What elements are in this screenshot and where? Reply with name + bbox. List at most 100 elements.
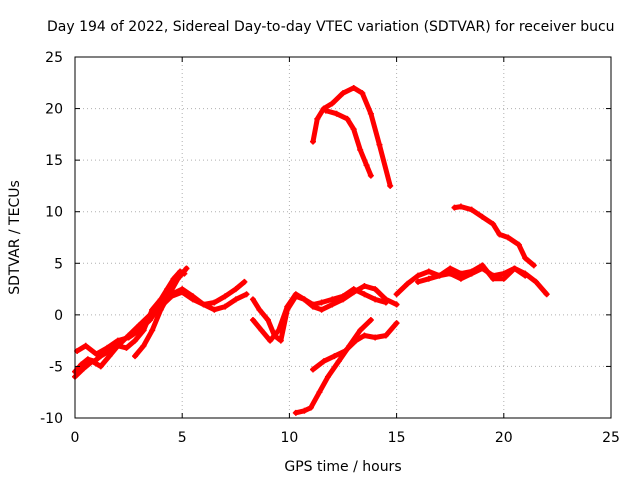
x-tick-label: 15	[388, 430, 406, 446]
data-point	[530, 262, 537, 269]
data-point	[114, 342, 121, 349]
data-point	[357, 327, 364, 334]
data-point	[322, 107, 329, 114]
data-point	[125, 334, 132, 341]
y-tick-label: 0	[54, 308, 63, 324]
data-point	[359, 90, 366, 97]
data-point	[367, 172, 374, 179]
data-point	[352, 337, 359, 344]
data-point	[318, 306, 325, 313]
data-point	[157, 306, 164, 313]
data-point	[340, 293, 346, 300]
data-point	[479, 213, 486, 220]
data-point	[243, 291, 250, 298]
data-point	[89, 358, 96, 365]
data-point	[329, 100, 336, 107]
data-point	[314, 115, 321, 122]
x-tick-label: 5	[178, 430, 187, 446]
data-point	[372, 334, 379, 341]
data-point	[318, 299, 325, 306]
data-point	[316, 389, 323, 396]
data-point	[284, 303, 291, 310]
data-point	[447, 265, 454, 272]
data-point	[123, 344, 130, 351]
data-point	[132, 353, 139, 360]
data-point	[393, 291, 400, 298]
data-point	[522, 272, 529, 279]
data-point	[166, 291, 173, 298]
data-point	[329, 296, 336, 303]
data-point	[357, 146, 364, 153]
data-point	[382, 332, 389, 339]
data-point	[232, 296, 239, 303]
data-point	[132, 337, 139, 344]
data-point	[425, 275, 432, 282]
data-point	[179, 286, 186, 293]
y-tick-label: 5	[54, 256, 63, 272]
data-point	[147, 317, 154, 324]
data-points	[72, 84, 550, 416]
data-point	[292, 291, 299, 298]
data-point	[84, 356, 91, 363]
data-point	[222, 303, 229, 310]
data-point	[457, 203, 464, 210]
data-point	[97, 363, 104, 370]
data-point	[258, 327, 265, 334]
series-track-g	[310, 85, 393, 189]
data-point	[174, 275, 181, 282]
data-point	[468, 270, 475, 277]
data-point	[522, 255, 529, 262]
data-point	[136, 327, 143, 334]
x-tick-label: 20	[495, 430, 513, 446]
data-point	[301, 407, 308, 414]
data-point	[189, 293, 196, 300]
data-point	[457, 275, 464, 282]
data-point	[500, 275, 507, 282]
data-point	[324, 373, 331, 380]
data-point	[149, 327, 156, 334]
x-axis-label: GPS time / hours	[284, 459, 401, 475]
data-point	[393, 301, 400, 308]
data-point	[241, 278, 248, 285]
series-track-m	[452, 204, 537, 268]
data-point	[436, 272, 443, 279]
data-point	[275, 327, 282, 334]
data-point	[309, 366, 316, 373]
data-point	[333, 110, 340, 117]
y-axis-label: SDTVAR / TECUs	[7, 180, 23, 295]
plot-frame	[74, 56, 612, 419]
data-point	[183, 265, 190, 272]
axis-ticks: 0 5 10 15 20 25 -10 -5 0 5 10 15 20 25	[40, 50, 620, 446]
data-point	[382, 299, 389, 306]
data-point	[114, 337, 121, 344]
data-point	[393, 320, 400, 327]
data-point	[447, 270, 454, 277]
data-point	[211, 306, 218, 313]
x-tick-label: 25	[602, 430, 620, 446]
y-tick-label: -5	[49, 359, 63, 375]
data-point	[496, 231, 503, 238]
data-point	[342, 347, 349, 354]
data-point	[451, 204, 458, 211]
data-point	[468, 206, 475, 213]
data-point	[222, 293, 229, 300]
data-point	[515, 241, 522, 248]
data-point	[350, 84, 357, 91]
data-point	[363, 162, 370, 169]
data-point	[164, 286, 171, 293]
chart-title: Day 194 of 2022, Sidereal Day-to-day VTE…	[47, 19, 615, 35]
data-point	[267, 337, 274, 344]
x-tick-label: 10	[280, 430, 298, 446]
data-point	[78, 361, 85, 368]
data-point	[404, 280, 411, 287]
data-point	[367, 110, 374, 117]
data-point	[80, 365, 87, 372]
data-point	[372, 286, 379, 293]
data-point	[490, 272, 497, 279]
data-point	[211, 299, 218, 306]
data-point	[361, 332, 368, 339]
data-point	[415, 272, 422, 279]
data-point	[329, 301, 336, 308]
data-point	[331, 353, 338, 360]
